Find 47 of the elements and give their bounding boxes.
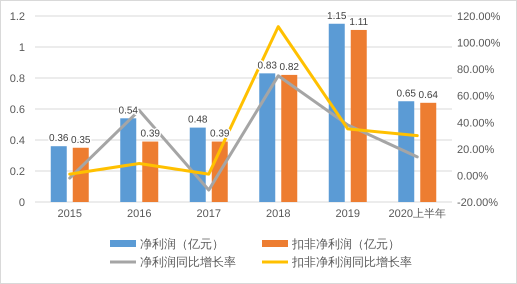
y-tick-label: 0.4 bbox=[10, 135, 25, 147]
data-label: 0.36 bbox=[49, 133, 69, 144]
y-tick-label: 0.2 bbox=[10, 166, 25, 178]
y2-tick-label: -20.00% bbox=[457, 197, 498, 209]
data-label: 1.15 bbox=[327, 10, 347, 22]
y-tick-label: 0.8 bbox=[10, 73, 25, 85]
y2-tick-label: 100.00% bbox=[457, 38, 501, 50]
y-tick-label: 0.6 bbox=[10, 104, 25, 116]
y2-tick-label: 60.00% bbox=[457, 90, 495, 103]
legend-label: 扣非净利润（亿元） bbox=[291, 237, 400, 251]
x-tick-label: 2017 bbox=[196, 208, 221, 220]
bar bbox=[259, 73, 276, 202]
data-label: 0.82 bbox=[280, 62, 300, 73]
y2-tick-label: 120.00% bbox=[457, 11, 501, 23]
x-tick-label: 2016 bbox=[127, 208, 152, 220]
data-label: 0.35 bbox=[71, 134, 91, 146]
y2-tick-label: 80.00% bbox=[457, 64, 495, 76]
bar bbox=[120, 118, 136, 202]
data-label: 0.39 bbox=[140, 128, 160, 140]
x-tick-label: 2018 bbox=[266, 208, 290, 220]
y-tick-label: 0 bbox=[18, 197, 25, 209]
y-tick-label: 1.2 bbox=[10, 11, 25, 23]
y2-tick-label: 20.00% bbox=[457, 144, 495, 156]
legend-label: 净利润（亿元） bbox=[140, 237, 224, 251]
data-label: 0.65 bbox=[396, 88, 416, 100]
bar bbox=[190, 128, 206, 202]
y-tick-label: 1 bbox=[18, 42, 25, 54]
bar bbox=[328, 24, 345, 202]
data-label: 0.48 bbox=[188, 114, 208, 126]
bar bbox=[420, 102, 436, 202]
legend-label: 净利润同比增长率 bbox=[140, 255, 236, 269]
x-tick-label: 2019 bbox=[336, 208, 360, 220]
x-tick-label: 2015 bbox=[58, 208, 82, 220]
bar bbox=[398, 101, 414, 202]
bar bbox=[50, 146, 67, 202]
line-series bbox=[68, 25, 419, 176]
data-label: 0.64 bbox=[418, 90, 438, 101]
line-series bbox=[68, 74, 419, 192]
data-label: 1.11 bbox=[349, 16, 369, 28]
bar bbox=[142, 142, 158, 202]
y2-tick-label: 40.00% bbox=[457, 117, 495, 130]
bar bbox=[350, 30, 367, 202]
bar bbox=[281, 74, 298, 202]
data-label: 0.54 bbox=[118, 105, 138, 116]
x-tick-label: 2020上半年 bbox=[388, 207, 446, 220]
legend-label: 扣非净利润同比增长率 bbox=[291, 255, 412, 269]
y2-tick-label: 0.00% bbox=[457, 170, 488, 182]
